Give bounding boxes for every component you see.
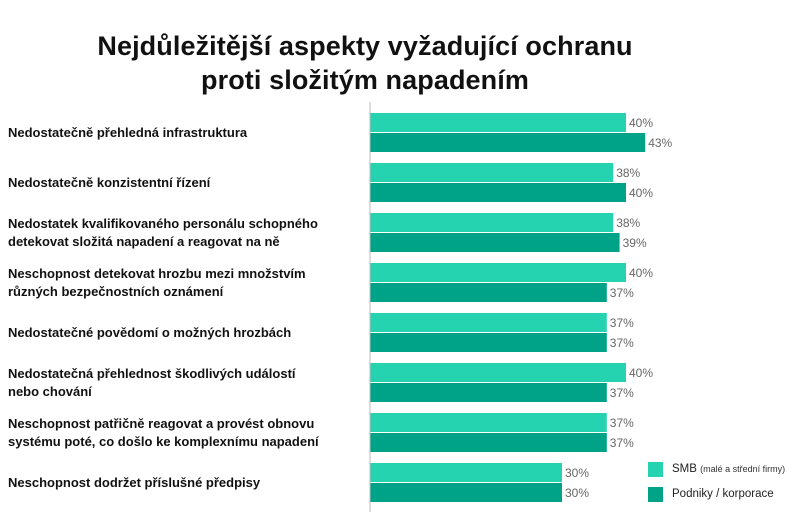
value-label-enterprise: 39%: [623, 236, 647, 250]
category-label: Nedostatečně konzistentní řízení: [8, 174, 358, 192]
bar-smb: [370, 163, 614, 182]
value-label-enterprise: 43%: [648, 136, 672, 150]
category-label-line: různých bezpečnostních oznámení: [8, 283, 224, 299]
value-label-smb: 37%: [610, 316, 634, 330]
legend-label-smb: SMB: [672, 463, 697, 475]
legend-label-enterprise: Podniky / korporace: [672, 488, 774, 500]
category-label-line: Neschopnost detekovat hrozbu mezi množst…: [8, 265, 306, 281]
category-label-line: Neschopnost dodržet příslušné předpisy: [8, 474, 261, 490]
value-label-smb: 37%: [610, 416, 634, 430]
value-label-enterprise: 37%: [610, 286, 634, 300]
bar-enterprise: [370, 433, 607, 452]
category-label: Nedostatečně přehledná infrastruktura: [8, 124, 358, 142]
category-label-line: Nedostatečné povědomí o možných hrozbách: [8, 324, 292, 340]
legend-swatch-enterprise: [648, 487, 663, 502]
bar-enterprise: [370, 233, 620, 252]
value-label-enterprise: 40%: [629, 186, 653, 200]
value-label-smb: 40%: [629, 366, 653, 380]
category-label-line: Neschopnost patřičně reagovat a provést …: [8, 415, 315, 431]
value-label-enterprise: 37%: [610, 336, 634, 350]
category-label: Nedostatek kvalifikovaného personálu sch…: [8, 215, 358, 251]
bar-smb: [370, 413, 607, 432]
bar-smb: [370, 263, 626, 282]
category-label: Nedostatečná přehlednost škodlivých udál…: [8, 365, 358, 401]
bar-enterprise: [370, 133, 646, 152]
chart-title-line-2: proti složitým napadením: [201, 65, 529, 95]
legend-label-smb-sub: (malé a střední firmy): [700, 464, 786, 474]
category-label-line: Nedostatek kvalifikovaného personálu sch…: [8, 215, 318, 231]
bar-smb: [370, 213, 614, 232]
bar-smb: [370, 463, 562, 482]
bar-enterprise: [370, 483, 562, 502]
category-label-line: Nedostatečně konzistentní řízení: [8, 174, 211, 190]
value-label-smb: 40%: [629, 116, 653, 130]
category-label: Neschopnost dodržet příslušné předpisy: [8, 474, 358, 492]
bar-enterprise: [370, 183, 626, 202]
bar-enterprise: [370, 283, 607, 302]
category-label: Neschopnost patřičně reagovat a provést …: [8, 415, 358, 451]
value-label-enterprise: 37%: [610, 386, 634, 400]
category-label: Neschopnost detekovat hrozbu mezi množst…: [8, 265, 358, 301]
legend-swatch-smb: [648, 462, 663, 477]
category-label-line: detekovat složitá napadení a reagovat na…: [8, 233, 280, 249]
bar-smb: [370, 313, 607, 332]
bar-smb: [370, 363, 626, 382]
value-label-smb: 40%: [629, 266, 653, 280]
bar-enterprise: [370, 333, 607, 352]
category-label-line: nebo chování: [8, 383, 92, 399]
value-label-smb: 38%: [616, 166, 640, 180]
chart-title-line-1: Nejdůležitější aspekty vyžadující ochran…: [97, 31, 633, 61]
category-label-line: Nedostatečná přehlednost škodlivých udál…: [8, 365, 296, 381]
value-label-smb: 30%: [565, 466, 589, 480]
bar-enterprise: [370, 383, 607, 402]
value-label-smb: 38%: [616, 216, 640, 230]
value-label-enterprise: 30%: [565, 486, 589, 500]
category-label-line: systému poté, co došlo ke komplexnímu na…: [8, 433, 319, 449]
category-label-line: Nedostatečně přehledná infrastruktura: [8, 124, 248, 140]
bar-smb: [370, 113, 626, 132]
value-label-enterprise: 37%: [610, 436, 634, 450]
category-label: Nedostatečné povědomí o možných hrozbách: [8, 324, 358, 342]
